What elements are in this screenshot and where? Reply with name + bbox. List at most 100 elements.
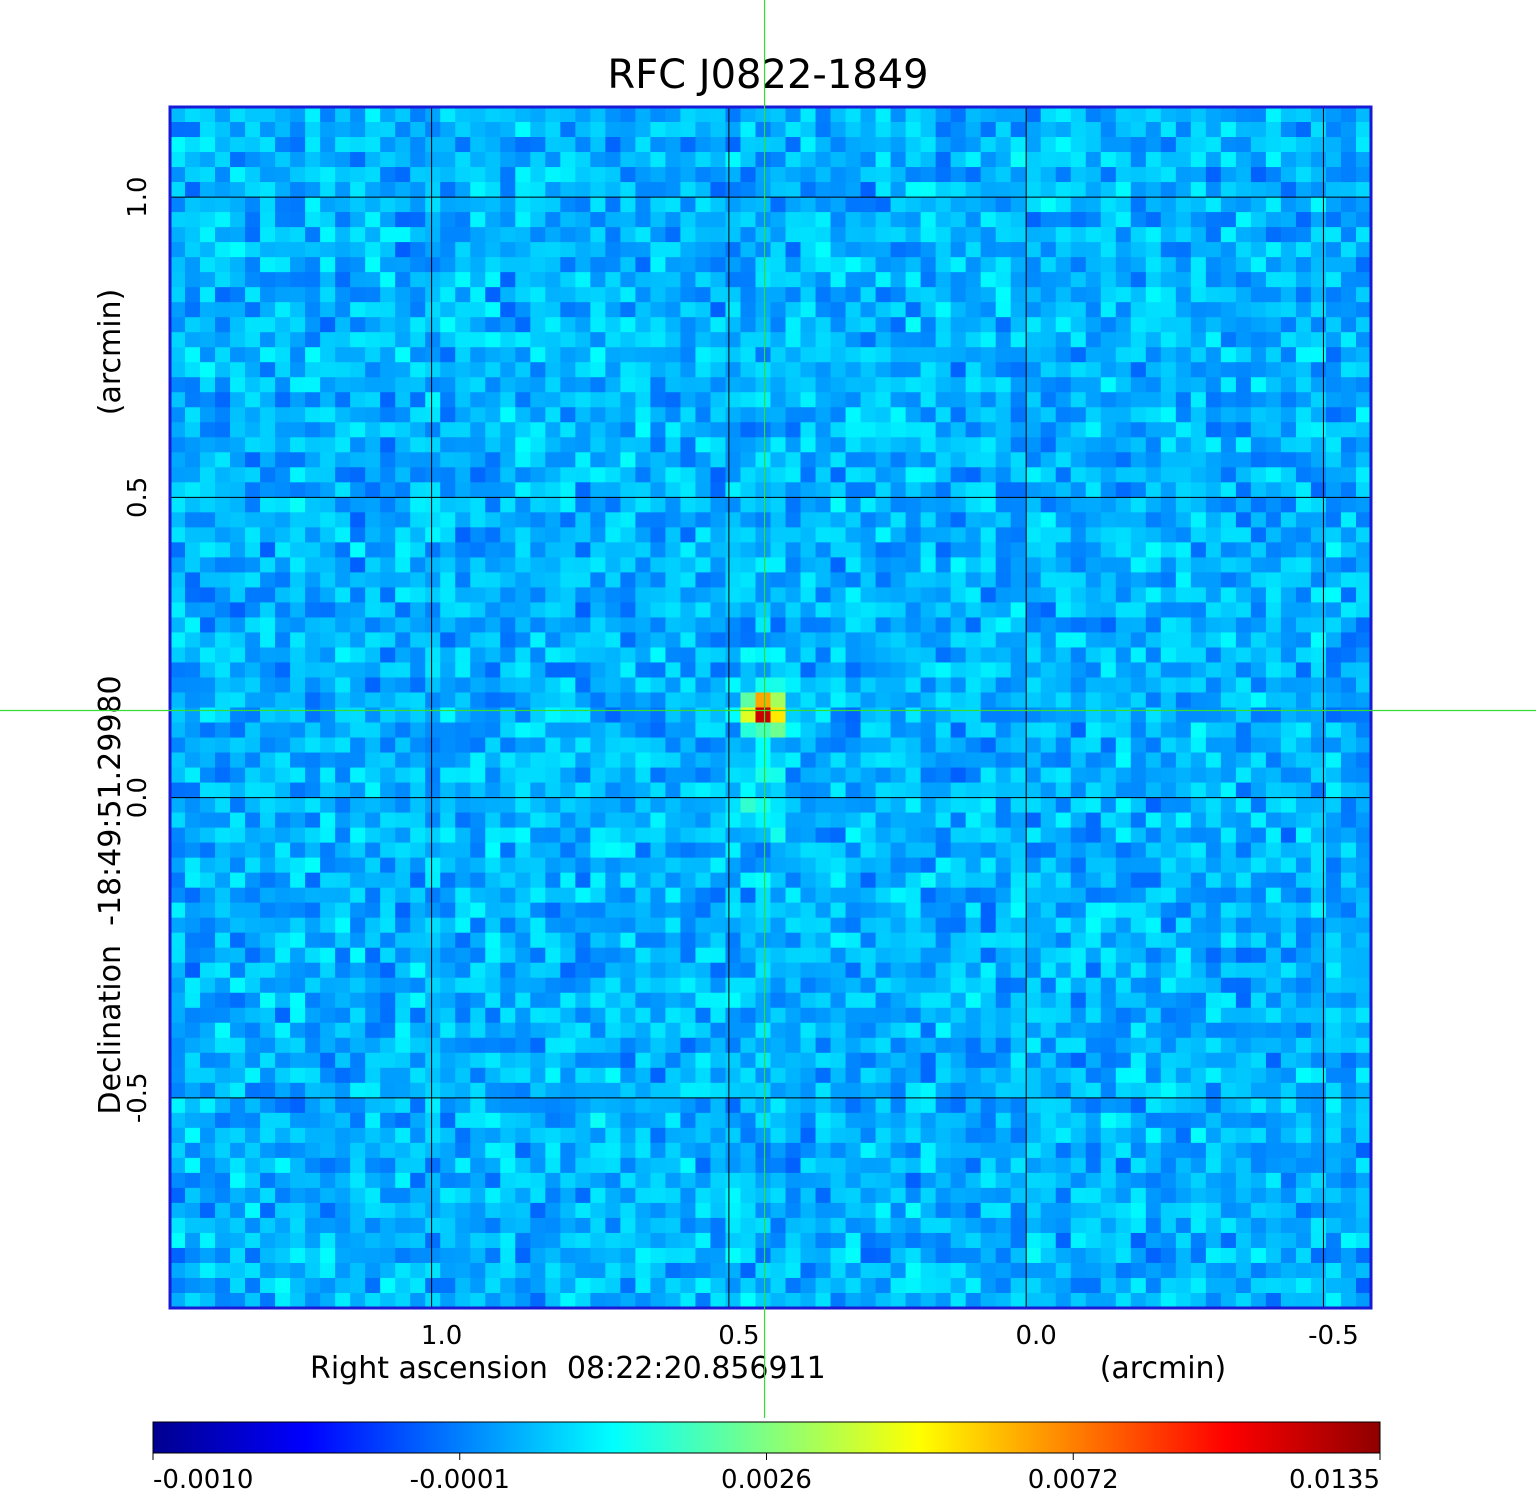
- heatmap-cell: [890, 617, 907, 634]
- heatmap-cell: [950, 422, 967, 438]
- heatmap-cell: [920, 242, 937, 258]
- heatmap-cell: [635, 152, 651, 168]
- heatmap-cell: [545, 827, 561, 844]
- heatmap-cell: [350, 932, 366, 949]
- heatmap-cell: [1175, 497, 1192, 513]
- heatmap-cell: [215, 992, 231, 1009]
- heatmap-cell: [365, 287, 381, 303]
- heatmap-cell: [1010, 152, 1027, 168]
- heatmap-cell: [905, 347, 922, 363]
- heatmap-cell: [995, 632, 1012, 649]
- heatmap-cell: [1010, 122, 1027, 138]
- heatmap-cell: [1265, 182, 1282, 198]
- heatmap-cell: [1265, 392, 1282, 408]
- heatmap-cell: [575, 512, 591, 528]
- heatmap-cell: [1250, 842, 1267, 859]
- heatmap-cell: [1070, 842, 1087, 859]
- heatmap-cell: [350, 542, 366, 558]
- heatmap-cell: [425, 812, 441, 829]
- heatmap-cell: [545, 932, 561, 949]
- heatmap-cell: [995, 197, 1012, 213]
- heatmap-cell: [665, 827, 682, 844]
- heatmap-cell: [1100, 272, 1117, 288]
- heatmap-cell: [1190, 842, 1207, 859]
- heatmap-cell: [635, 887, 651, 904]
- heatmap-cell: [500, 227, 516, 243]
- heatmap-cell: [395, 602, 411, 619]
- heatmap-cell: [980, 737, 997, 754]
- heatmap-cell: [1235, 572, 1252, 588]
- heatmap-cell: [740, 242, 757, 258]
- heatmap-cell: [1130, 647, 1147, 664]
- heatmap-cell: [950, 182, 967, 198]
- heatmap-cell: [260, 122, 276, 138]
- heatmap-cell: [1220, 692, 1237, 709]
- heatmap-cell: [920, 782, 937, 799]
- heatmap-cell: [470, 917, 486, 934]
- heatmap-cell: [680, 767, 697, 784]
- heatmap-cell: [455, 137, 471, 153]
- heatmap-cell: [1040, 632, 1057, 649]
- heatmap-cell: [890, 197, 907, 213]
- heatmap-cell: [410, 542, 426, 558]
- heatmap-cell: [605, 512, 621, 528]
- heatmap-cell: [1205, 722, 1222, 739]
- heatmap-cell: [200, 737, 216, 754]
- heatmap-cell: [1130, 197, 1147, 213]
- heatmap-cell: [425, 647, 441, 664]
- heatmap-cell: [440, 587, 456, 604]
- heatmap-cell: [980, 602, 997, 619]
- heatmap-cell: [1070, 482, 1087, 498]
- heatmap-cell: [695, 482, 712, 498]
- heatmap-cell: [455, 812, 471, 829]
- heatmap-cell: [1115, 707, 1132, 724]
- heatmap-cell: [635, 332, 651, 348]
- heatmap-cell: [245, 872, 261, 889]
- heatmap-cell: [1115, 767, 1132, 784]
- heatmap-cell: [1040, 752, 1057, 769]
- heatmap-cell: [590, 932, 606, 949]
- heatmap-cell: [215, 107, 231, 123]
- heatmap-cell: [1265, 152, 1282, 168]
- heatmap-cell: [965, 407, 982, 423]
- heatmap-cell: [605, 152, 621, 168]
- heatmap-cell: [860, 767, 877, 784]
- heatmap-cell: [260, 302, 276, 318]
- heatmap-cell: [1055, 857, 1072, 874]
- heatmap-cell: [245, 152, 261, 168]
- heatmap-cell: [290, 482, 306, 498]
- heatmap-cell: [1295, 302, 1312, 318]
- heatmap-cell: [440, 857, 456, 874]
- heatmap-cell: [425, 662, 441, 679]
- heatmap-cell: [275, 902, 291, 919]
- heatmap-cell: [800, 437, 817, 453]
- heatmap-cell: [665, 902, 682, 919]
- heatmap-cell: [950, 602, 967, 619]
- heatmap-cell: [1010, 377, 1027, 393]
- heatmap-cell: [950, 557, 967, 573]
- heatmap-cell: [485, 977, 501, 994]
- heatmap-cell: [815, 122, 832, 138]
- heatmap-cell: [680, 797, 697, 814]
- heatmap-cell: [395, 677, 411, 694]
- heatmap-cell: [785, 392, 802, 408]
- heatmap-cell: [845, 347, 862, 363]
- heatmap-cell: [800, 182, 817, 198]
- heatmap-cell: [320, 902, 336, 919]
- heatmap-cell: [305, 467, 321, 483]
- heatmap-cell: [1100, 887, 1117, 904]
- heatmap-cell: [515, 512, 531, 528]
- heatmap-cell: [860, 482, 877, 498]
- heatmap-cell: [260, 287, 276, 303]
- heatmap-cell: [560, 242, 576, 258]
- heatmap-cell: [710, 932, 727, 949]
- heatmap-cell: [905, 587, 922, 604]
- heatmap-cell: [875, 422, 892, 438]
- heatmap-cell: [1250, 797, 1267, 814]
- heatmap-cell: [425, 617, 441, 634]
- heatmap-cell: [1205, 1022, 1222, 1039]
- heatmap-cell: [560, 182, 576, 198]
- heatmap-cell: [1040, 737, 1057, 754]
- heatmap-cell: [965, 1007, 982, 1024]
- heatmap-cell: [305, 572, 321, 588]
